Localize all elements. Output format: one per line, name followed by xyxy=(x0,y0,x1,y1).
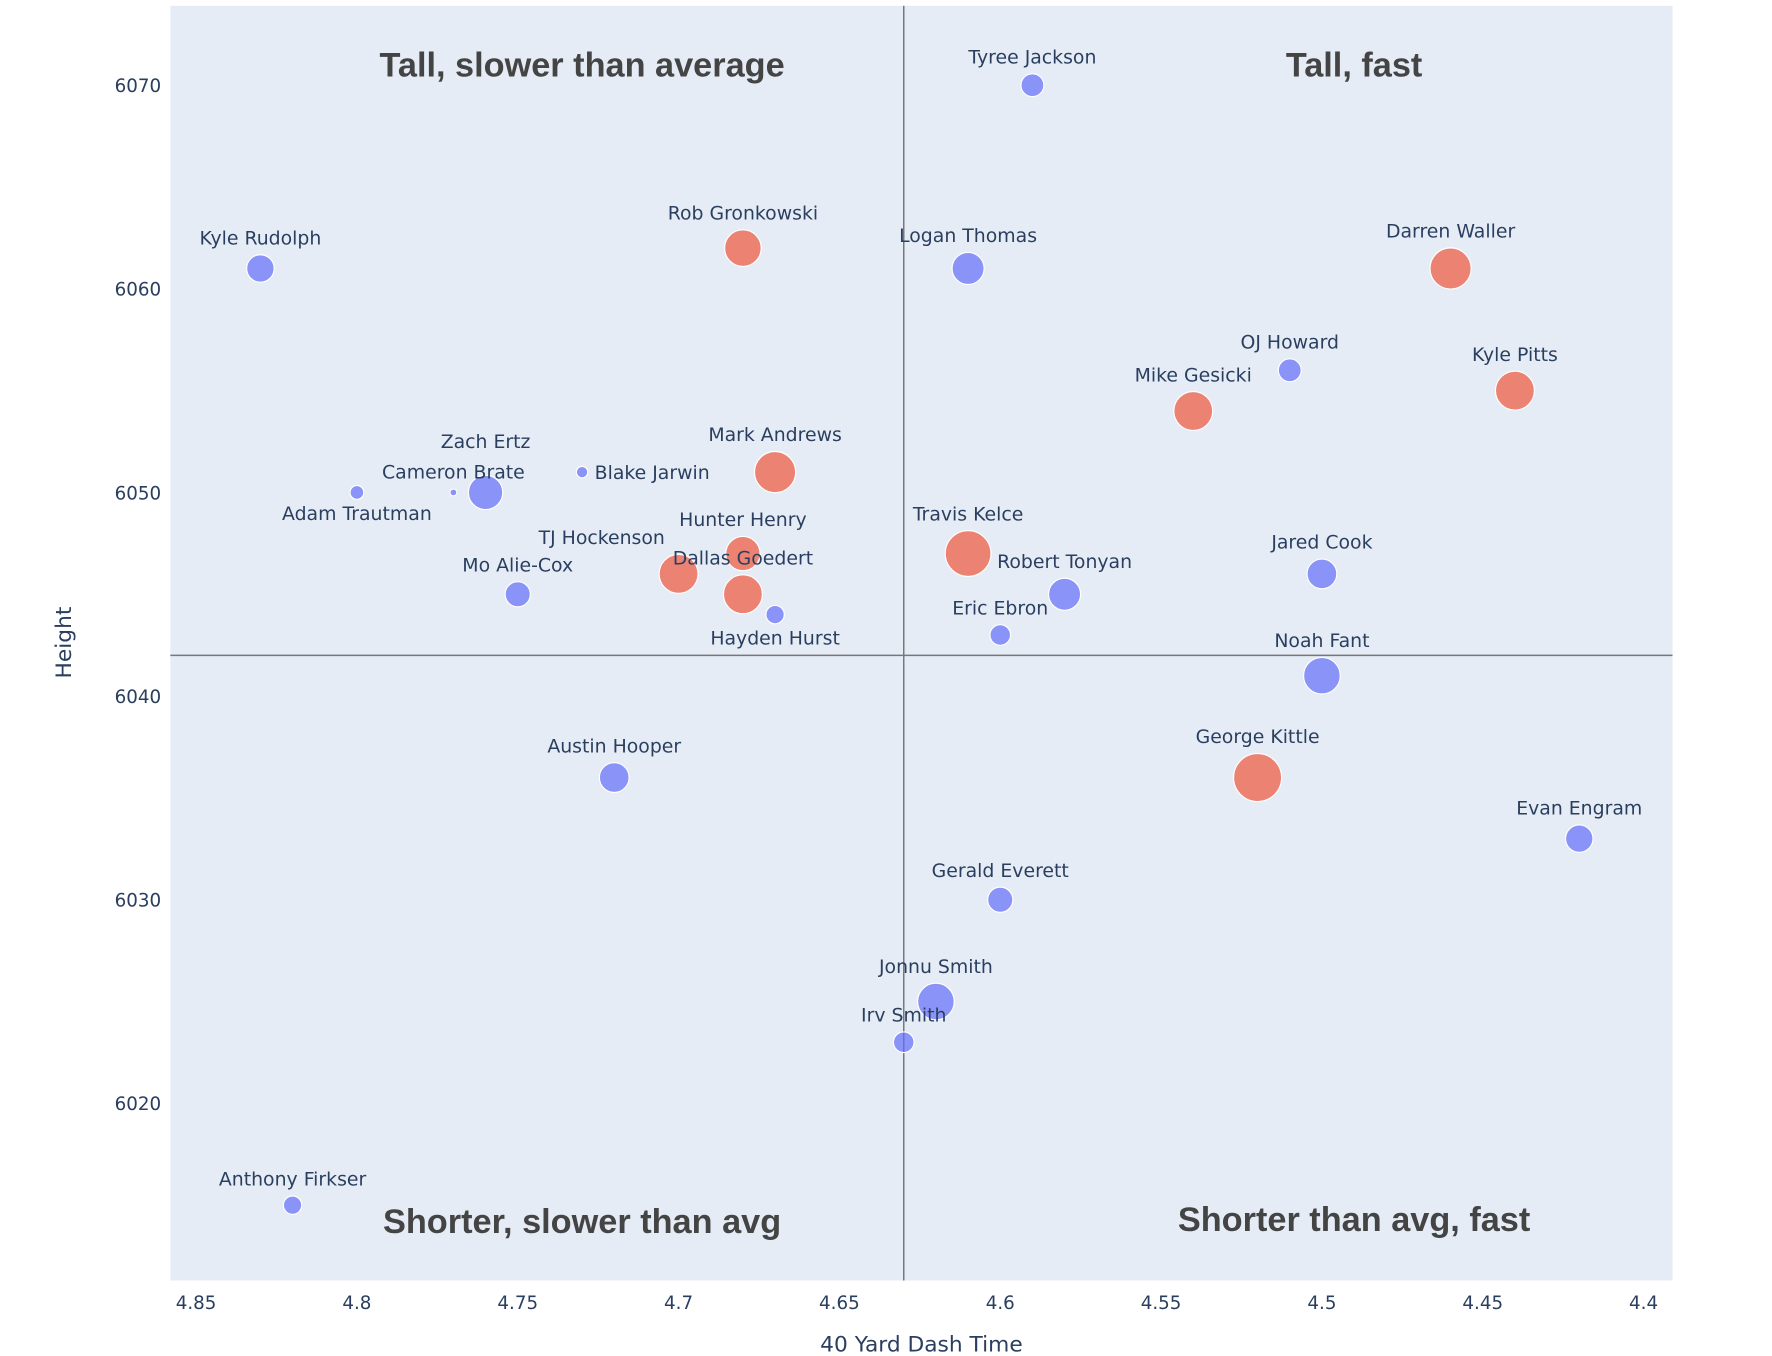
data-point-label: Tyree Jackson xyxy=(967,46,1096,68)
data-point xyxy=(1048,577,1082,611)
data-point-label: Kyle Pitts xyxy=(1472,344,1558,366)
data-point-label: OJ Howard xyxy=(1241,332,1340,354)
data-point xyxy=(449,488,458,497)
data-point xyxy=(1306,558,1338,590)
data-point xyxy=(1277,358,1302,383)
data-point xyxy=(1173,390,1214,432)
y-tick-label: 6070 xyxy=(115,76,162,97)
quadrant-annotation: Shorter, slower than avg xyxy=(383,1203,781,1241)
x-tick-label: 4.65 xyxy=(819,1293,860,1314)
data-point-label: Jonnu Smith xyxy=(878,956,993,978)
y-tick-label: 6060 xyxy=(115,280,162,301)
data-point xyxy=(658,553,699,594)
x-tick-label: 4.85 xyxy=(176,1293,217,1314)
data-point-label: Robert Tonyan xyxy=(997,551,1132,573)
data-point-label: Kyle Rudolph xyxy=(199,227,321,249)
data-point-label: Mike Gesicki xyxy=(1135,364,1252,386)
data-point-label: Evan Engram xyxy=(1516,798,1642,820)
data-point-label: TJ Hockenson xyxy=(538,527,665,549)
x-tick-label: 4.55 xyxy=(1141,1293,1182,1314)
data-point xyxy=(1303,656,1341,695)
data-point xyxy=(892,1031,915,1054)
data-point-label: Jared Cook xyxy=(1270,532,1372,554)
y-tick-label: 6050 xyxy=(115,483,162,504)
data-point xyxy=(987,886,1014,913)
y-axis-title: Height xyxy=(52,607,77,679)
data-point xyxy=(765,604,785,625)
data-point xyxy=(951,251,985,286)
x-tick-label: 4.75 xyxy=(497,1293,538,1314)
data-point xyxy=(504,581,531,608)
data-point-label: Noah Fant xyxy=(1274,630,1369,652)
x-tick-label: 4.7 xyxy=(664,1293,693,1314)
data-point-label: Anthony Firkser xyxy=(219,1169,367,1191)
data-point xyxy=(1564,824,1594,853)
data-point-label: Austin Hooper xyxy=(547,735,681,757)
data-point xyxy=(724,229,762,267)
data-point xyxy=(1233,752,1283,803)
y-tick-label: 6020 xyxy=(115,1094,162,1115)
x-tick-label: 4.5 xyxy=(1307,1293,1336,1314)
data-point-label: Darren Waller xyxy=(1386,221,1515,243)
data-point-label: Mark Andrews xyxy=(708,424,842,446)
data-point xyxy=(1429,247,1472,290)
data-point xyxy=(989,624,1012,646)
data-point xyxy=(349,485,365,500)
data-point xyxy=(598,762,630,793)
data-point-label: Blake Jarwin xyxy=(595,462,710,484)
data-point xyxy=(1020,73,1045,98)
y-tick-label: 6030 xyxy=(115,891,162,912)
data-point-label: Mo Alie-Cox xyxy=(462,554,573,576)
data-point xyxy=(944,530,992,577)
data-point-label: Cameron Brate xyxy=(382,462,525,484)
data-point-label: Logan Thomas xyxy=(899,225,1037,247)
quadrant-annotation: Shorter than avg, fast xyxy=(1178,1201,1530,1239)
data-point xyxy=(1494,370,1535,411)
data-point xyxy=(575,465,589,479)
data-point-label: Rob Gronkowski xyxy=(668,203,818,225)
data-point xyxy=(246,254,275,283)
plot-area xyxy=(170,5,1673,1281)
data-point-label: Irv Smith xyxy=(861,1005,946,1027)
data-point-label: Dallas Goedert xyxy=(673,548,813,570)
data-point-label: Hunter Henry xyxy=(679,509,806,531)
data-point xyxy=(467,474,504,511)
data-point-label: Gerald Everett xyxy=(932,860,1069,882)
x-tick-label: 4.45 xyxy=(1462,1293,1503,1314)
data-point-label: Travis Kelce xyxy=(912,503,1024,525)
x-tick-label: 4.8 xyxy=(342,1293,371,1314)
data-point xyxy=(917,982,955,1021)
data-point-label: Adam Trautman xyxy=(282,503,432,525)
data-point-label: George Kittle xyxy=(1196,726,1320,748)
quadrant-annotation: Tall, fast xyxy=(1286,46,1423,84)
data-point xyxy=(725,535,761,572)
data-point-label: Hayden Hurst xyxy=(710,627,840,649)
x-axis-title: 40 Yard Dash Time xyxy=(820,1332,1023,1356)
data-point-label: Zach Ertz xyxy=(441,431,531,453)
data-point xyxy=(753,450,797,494)
x-tick-label: 4.4 xyxy=(1629,1293,1658,1314)
y-tick-label: 6040 xyxy=(115,687,162,708)
x-tick-label: 4.6 xyxy=(986,1293,1015,1314)
data-point xyxy=(722,574,763,615)
quadrant-annotation: Tall, slower than average xyxy=(379,46,784,84)
data-point-label: Eric Ebron xyxy=(952,597,1048,619)
data-point xyxy=(282,1195,303,1215)
